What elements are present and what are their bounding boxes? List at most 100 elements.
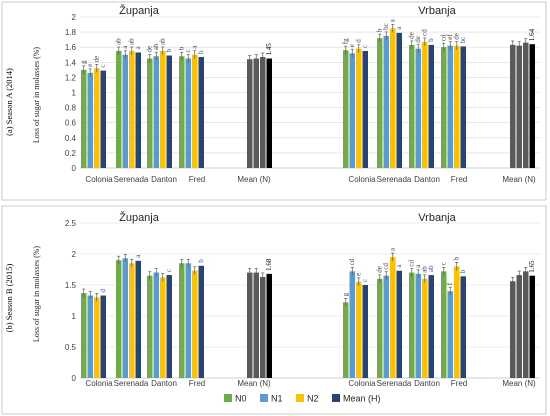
significance-letter: a	[191, 45, 199, 49]
category-label: Colonia	[348, 175, 376, 184]
legend-label: N0	[235, 394, 247, 404]
y-tick-label: 1.2	[65, 73, 77, 82]
significance-letter: bc	[382, 23, 390, 30]
mean-n-total-bar	[266, 273, 272, 378]
bar	[116, 50, 122, 168]
significance-letter: c	[440, 262, 448, 265]
significance-letter: ab	[427, 265, 435, 272]
significance-letter: a	[395, 26, 403, 30]
y-tick-label: 1.5	[65, 281, 77, 290]
mean-n-bar	[510, 44, 516, 169]
significance-letter: b	[453, 256, 461, 260]
bar	[428, 275, 434, 378]
category-label: Danton	[414, 379, 440, 388]
y-tick-label: 0.8	[65, 104, 77, 113]
bar	[87, 295, 93, 378]
bar	[179, 263, 185, 378]
bar	[153, 272, 159, 378]
bar	[441, 271, 447, 378]
significance-letter: de	[414, 36, 422, 43]
category-label: Serenada	[377, 175, 412, 184]
significance-letter: cd	[421, 29, 429, 36]
bar	[441, 47, 447, 169]
bar	[343, 50, 349, 168]
significance-letter: b	[197, 50, 205, 54]
bar	[100, 295, 106, 378]
bar	[198, 265, 204, 378]
bar	[166, 275, 172, 378]
significance-letter: a	[121, 45, 129, 49]
category-label: Serenada	[114, 175, 149, 184]
bar	[100, 70, 106, 168]
legend-label: N2	[307, 394, 319, 404]
significance-letter: e	[86, 64, 94, 67]
legend-label: Mean (H)	[343, 394, 381, 404]
significance-letter: b	[197, 259, 205, 263]
legend-label: N1	[271, 394, 283, 404]
y-tick-label: 0	[72, 164, 77, 173]
significance-letter: a	[389, 247, 397, 251]
bar	[415, 273, 421, 378]
y-tick-label: 2	[72, 250, 77, 259]
mean-n-bar	[523, 271, 529, 378]
category-label: Danton	[151, 379, 177, 388]
bar	[192, 54, 198, 168]
significance-letter: fg	[342, 38, 350, 44]
bar	[409, 272, 415, 378]
season-a-label: (a) Season A (2014)	[4, 68, 14, 136]
significance-letter: c	[361, 279, 369, 282]
panel-a-plot: 00.20.40.60.811.21.41.61.82ŽupanjagedecC…	[65, 4, 540, 184]
mean-n-value-label: 1.68	[265, 258, 273, 271]
significance-letter: cd	[408, 259, 416, 266]
bar	[129, 50, 135, 168]
category-label: Danton	[414, 175, 440, 184]
y-tick-label: 0.4	[65, 134, 77, 143]
legend: N0 N1 N2 Mean (H)	[224, 394, 381, 404]
significance-letter: f	[446, 282, 454, 285]
mean-n-value-label: 1.64	[528, 28, 536, 41]
ylabel-b: Loss of sugar in molasses (%)	[32, 246, 41, 343]
bar	[362, 285, 368, 378]
category-label: Fred	[451, 379, 467, 388]
mean-n-bar	[516, 275, 522, 378]
legend-swatch	[296, 394, 304, 402]
bar	[185, 263, 191, 378]
y-tick-label: 1.8	[65, 28, 77, 37]
location-title: Vrbanja	[418, 5, 456, 17]
significance-letter: g	[342, 292, 350, 296]
bar	[135, 52, 141, 168]
location-title: Županja	[119, 211, 160, 224]
significance-letter: d	[355, 39, 363, 43]
mean-n-bar	[260, 57, 266, 168]
significance-letter: de	[408, 32, 416, 39]
bar	[454, 45, 460, 168]
bar	[343, 302, 349, 378]
significance-letter: c	[165, 269, 173, 272]
mean-n-bar	[253, 58, 259, 168]
mean-n-bar	[260, 276, 266, 378]
bar	[81, 293, 87, 378]
mean-n-bar	[510, 281, 516, 378]
bar	[377, 278, 383, 378]
significance-letter: ab	[421, 266, 429, 273]
bar	[87, 72, 93, 168]
bar	[116, 260, 122, 378]
mean-n-value-label: 1.65	[528, 260, 536, 273]
significance-letter: de	[146, 46, 154, 53]
significance-letter: cd	[440, 34, 448, 41]
panel-b-plot: 0 0.5 1 1.5 2 2.5 Županja d Colonia a Serenada c Dan…	[65, 211, 540, 388]
bar	[428, 44, 434, 169]
bar	[349, 271, 355, 378]
significance-letter: cd	[348, 258, 356, 265]
bar	[153, 56, 159, 169]
mean-n-total-bar	[529, 44, 535, 168]
significance-letter: b	[178, 46, 186, 50]
location-title: Županja	[119, 4, 160, 17]
category-label: Colonia	[348, 379, 376, 388]
y-tick-label: 1	[72, 312, 77, 321]
bar	[129, 263, 135, 378]
y-tick-label: 0	[72, 374, 77, 383]
significance-letter: de	[453, 33, 461, 40]
significance-letter: c	[361, 45, 369, 48]
significance-letter: a	[395, 264, 403, 268]
